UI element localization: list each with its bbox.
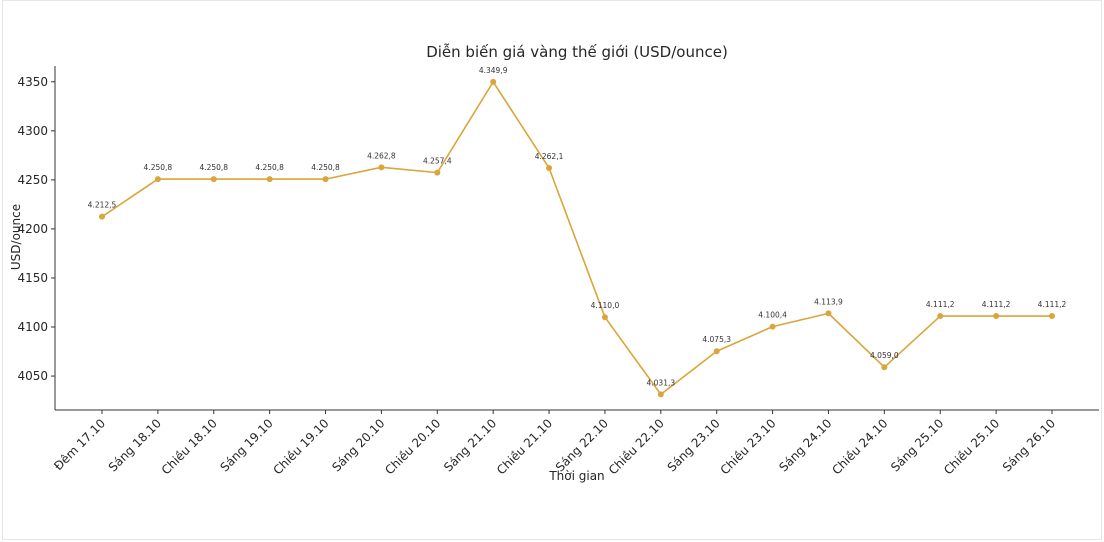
data-point	[657, 391, 664, 398]
data-labels: 4.212,5 4.250,8 4.250,8 4.250,8 4.250,8 4.262…	[88, 66, 1067, 388]
data-point	[769, 323, 776, 330]
y-tick-label: 4350	[17, 75, 48, 89]
data-label: 4.111,2	[926, 300, 955, 309]
data-label: 4.111,2	[982, 300, 1011, 309]
x-tick-label: Sáng 23.10	[665, 416, 723, 474]
data-point	[322, 176, 329, 183]
data-point	[546, 165, 553, 172]
data-point	[434, 169, 441, 176]
data-label: 4.250,8	[311, 163, 340, 172]
x-tick-label: Chiều 22.10	[606, 416, 667, 477]
data-point	[993, 313, 1000, 320]
x-tick-label: Chiều 23.10	[718, 416, 779, 477]
y-tick-label: 4150	[17, 271, 48, 285]
data-label: 4.262,8	[367, 151, 396, 160]
data-point	[713, 348, 720, 355]
data-point	[881, 364, 888, 371]
data-point	[378, 164, 385, 171]
y-axis-ticks: 4050 4100 4150 4200 4250 4300 4350	[17, 75, 55, 383]
y-axis-label: USD/ounce	[9, 204, 23, 270]
data-label: 4.113,9	[814, 297, 843, 306]
data-label: 4.212,5	[88, 201, 117, 210]
x-tick-label: Sáng 20.10	[329, 416, 387, 474]
x-tick-label: Chiều 21.10	[494, 416, 555, 477]
x-tick-label: Chiều 18.10	[159, 416, 220, 477]
x-tick-label: Sáng 19.10	[218, 416, 276, 474]
y-tick-label: 4200	[17, 222, 48, 236]
x-tick-label: Chiều 19.10	[270, 416, 331, 477]
x-tick-label: Chiều 24.10	[829, 416, 890, 477]
data-point	[99, 213, 105, 220]
x-tick-label: Đêm 17.10	[51, 416, 108, 473]
x-tick-label: Chiều 25.10	[941, 416, 1002, 477]
data-label: 4.075,3	[702, 335, 731, 344]
data-point	[154, 176, 161, 183]
chart-title: Diễn biến giá vàng thế giới (USD/ounce)	[426, 43, 728, 61]
data-label: 4.257,4	[423, 157, 452, 166]
data-point	[490, 78, 497, 85]
data-label: 4.262,1	[535, 152, 564, 161]
data-label: 4.100,4	[758, 311, 787, 320]
x-tick-label: Sáng 26.10	[1000, 416, 1058, 474]
data-label: 4.059,0	[870, 351, 899, 360]
data-point	[937, 313, 944, 320]
data-label: 4.349,9	[479, 66, 508, 75]
data-label: 4.250,8	[144, 163, 173, 172]
price-series	[99, 78, 1055, 398]
x-tick-label: Sáng 18.10	[106, 416, 164, 474]
y-tick-label: 4300	[17, 124, 48, 138]
data-point	[601, 314, 608, 321]
data-point	[266, 176, 273, 183]
data-point	[210, 176, 217, 183]
axes	[54, 66, 1099, 411]
data-label: 4.250,8	[199, 163, 228, 172]
data-label: 4.110,0	[591, 301, 620, 310]
x-tick-label: Sáng 24.10	[776, 416, 834, 474]
x-tick-label: Sáng 22.10	[553, 416, 611, 474]
data-point	[1049, 313, 1055, 320]
data-label: 4.111,2	[1038, 300, 1067, 309]
data-label: 4.250,8	[255, 163, 284, 172]
series-line	[101, 81, 1052, 396]
x-tick-label: Sáng 25.10	[888, 416, 946, 474]
x-axis-label: Thời gian	[548, 469, 604, 483]
y-tick-label: 4100	[17, 320, 48, 334]
data-point	[825, 310, 832, 317]
y-tick-label: 4250	[17, 173, 48, 187]
x-tick-label: Sáng 21.10	[441, 416, 499, 474]
x-tick-label: Chiều 20.10	[382, 416, 443, 477]
data-label: 4.031,3	[647, 378, 676, 387]
y-tick-label: 4050	[17, 369, 48, 383]
